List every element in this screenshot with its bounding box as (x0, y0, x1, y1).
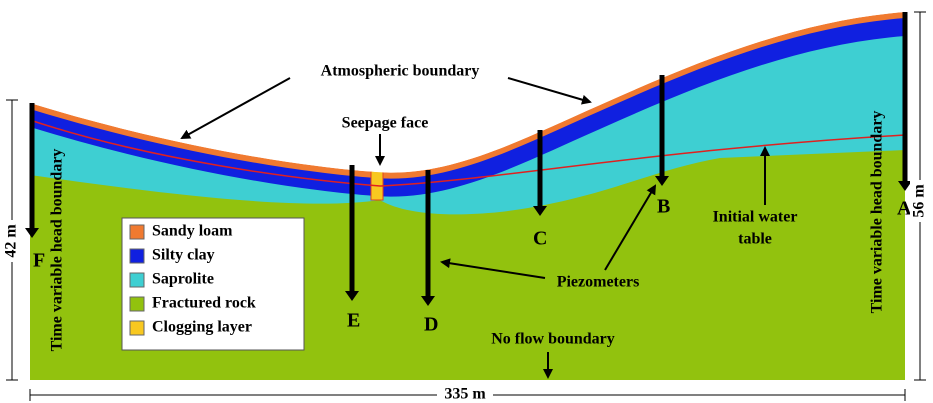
annotation: Initial water (713, 209, 798, 226)
arrow (180, 77, 291, 139)
boundary-label: Time variable head boundary (49, 149, 66, 352)
annotation: Atmospheric boundary (321, 63, 480, 80)
legend: Sandy loam Silty clay Saprolite Fracture… (121, 217, 305, 351)
piezometer-label: D (424, 314, 438, 336)
legend-label: Fractured rock (152, 295, 256, 312)
piezometer-label: E (347, 310, 360, 332)
dimension-label: 56 m (911, 184, 928, 218)
legend-label: Clogging layer (152, 319, 252, 336)
annotation: Seepage face (342, 115, 429, 132)
dimension-label: 42 m (3, 224, 20, 258)
piezometer-label: C (533, 228, 547, 250)
annotation: table (738, 231, 772, 248)
legend-label: Silty clay (152, 247, 215, 264)
dimension-label: 335 m (444, 386, 486, 403)
arrow (507, 77, 592, 105)
piezometer-label: F (33, 250, 45, 272)
legend-label: Saprolite (152, 271, 214, 288)
arrow (604, 184, 657, 271)
piezometer-label: A (897, 198, 912, 220)
arrow (440, 258, 546, 279)
water-table-line (29, 119, 906, 187)
piezometer-label: B (657, 196, 670, 218)
boundary-label: Time variable head boundary (869, 111, 886, 314)
legend-label: Sandy loam (152, 223, 233, 240)
annotation: Piezometers (557, 274, 640, 291)
annotation: No flow boundary (491, 331, 615, 348)
